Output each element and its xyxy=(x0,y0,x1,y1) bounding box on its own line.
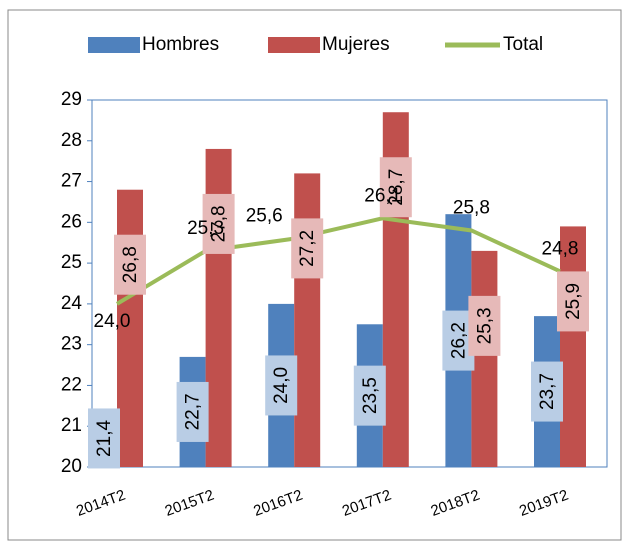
data-label-text: 25,9 xyxy=(563,283,584,320)
y-tick-label: 22 xyxy=(61,374,82,395)
data-label: 23,7 xyxy=(531,361,563,422)
label-box xyxy=(442,310,475,371)
data-label: 26,1 xyxy=(364,185,401,206)
data-label: 24,8 xyxy=(542,238,579,259)
bar xyxy=(560,226,586,467)
data-label: 21,4 xyxy=(88,408,120,469)
data-label: 25,6 xyxy=(246,206,283,227)
legend-label: Mujeres xyxy=(322,34,390,55)
data-label: 22,7 xyxy=(176,381,209,442)
bar xyxy=(471,250,498,467)
label-box xyxy=(468,295,501,356)
label-box xyxy=(353,365,386,426)
data-label: 26,2 xyxy=(442,310,475,371)
y-tick-label: 25 xyxy=(61,252,82,273)
data-label: 27,8 xyxy=(202,193,235,254)
y-tick-label: 29 xyxy=(61,89,82,110)
data-label-text: 22,7 xyxy=(183,393,204,430)
y-tick-label: 26 xyxy=(61,211,82,232)
data-label-text: 23,7 xyxy=(537,373,558,410)
data-label-text: 27,8 xyxy=(209,205,230,242)
y-tick-label: 28 xyxy=(61,130,82,151)
data-label: 23,5 xyxy=(353,365,386,426)
bar xyxy=(294,173,321,467)
data-label-text: 28,7 xyxy=(386,169,407,206)
legend-swatch xyxy=(268,37,320,53)
label-box xyxy=(291,218,324,279)
label-box xyxy=(265,355,298,416)
data-label: 25,3 xyxy=(468,295,501,356)
data-label: 28,7 xyxy=(379,157,412,218)
y-tick-label: 20 xyxy=(61,456,82,477)
data-label: 25,3 xyxy=(187,218,224,239)
label-box xyxy=(88,408,120,469)
data-label-text: 26,2 xyxy=(448,322,469,359)
data-label: 25,8 xyxy=(453,198,490,219)
line xyxy=(115,216,561,306)
label-box xyxy=(531,361,563,422)
data-label-text: 27,2 xyxy=(297,230,318,267)
y-tick-label: 23 xyxy=(61,334,82,355)
data-label-text: 21,4 xyxy=(94,420,115,457)
plot-area xyxy=(91,99,608,468)
data-label: 24,0 xyxy=(265,355,298,416)
data-label-text: 25,3 xyxy=(474,307,495,344)
legend-swatch xyxy=(88,37,140,53)
label-box xyxy=(557,271,589,332)
data-label: 26,8 xyxy=(114,234,146,295)
y-tick-label: 21 xyxy=(61,415,82,436)
label-box xyxy=(379,157,412,218)
data-label: 24,0 xyxy=(94,311,131,332)
label-box xyxy=(202,193,235,254)
legend-label: Total xyxy=(503,34,543,55)
data-label-text: 23,5 xyxy=(360,377,381,414)
data-label-text: 26,8 xyxy=(120,246,141,283)
label-box xyxy=(176,381,209,442)
data-label: 27,2 xyxy=(291,218,324,279)
y-tick-label: 24 xyxy=(61,293,83,314)
label-box xyxy=(114,234,146,295)
legend-label: Hombres xyxy=(142,34,219,55)
data-label: 25,9 xyxy=(557,271,589,332)
data-label-text: 24,0 xyxy=(271,367,292,404)
y-tick-label: 27 xyxy=(61,171,82,192)
